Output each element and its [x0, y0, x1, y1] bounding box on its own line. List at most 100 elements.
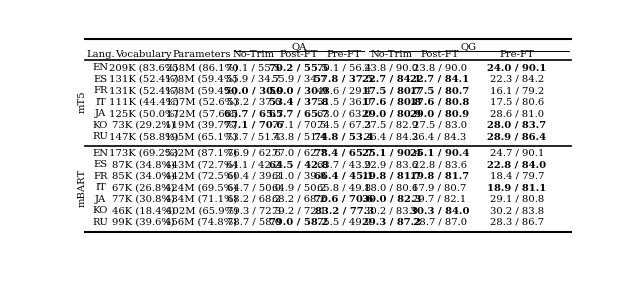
Text: 258M (86.1%): 258M (86.1%)	[166, 63, 237, 72]
Text: 70.2 / 55.5: 70.2 / 55.5	[269, 63, 328, 72]
Text: 57.8 / 37.5: 57.8 / 37.5	[314, 75, 374, 84]
Text: 17.9 / 80.7: 17.9 / 80.7	[412, 183, 467, 192]
Text: 27.5 / 83.0: 27.5 / 83.0	[413, 121, 467, 130]
Text: 178M (59.4%): 178M (59.4%)	[165, 75, 237, 84]
Text: 78.7 / 58.0: 78.7 / 58.0	[227, 218, 281, 227]
Text: 19.8 / 81.7: 19.8 / 81.7	[362, 172, 421, 181]
Text: 434M (71.1%): 434M (71.1%)	[165, 195, 238, 204]
Text: 50.0 / 30.9: 50.0 / 30.9	[269, 86, 328, 95]
Text: 64.1 / 42.2: 64.1 / 42.2	[227, 160, 281, 169]
Text: ES: ES	[93, 160, 108, 169]
Text: 50.0 / 30.9: 50.0 / 30.9	[224, 86, 284, 95]
Text: 23.8 / 90.0: 23.8 / 90.0	[364, 63, 419, 72]
Text: 77.1 / 70.5: 77.1 / 70.5	[271, 121, 326, 130]
Text: EN: EN	[92, 149, 108, 158]
Text: 29.1 / 80.8: 29.1 / 80.8	[490, 195, 544, 204]
Text: 17.5 / 80.7: 17.5 / 80.7	[410, 86, 469, 95]
Text: FR: FR	[93, 172, 108, 181]
Text: 64.9 / 50.2: 64.9 / 50.2	[271, 183, 326, 192]
Text: 70.6 / 70.6: 70.6 / 70.6	[314, 195, 374, 204]
Text: 24.7 / 90.1: 24.7 / 90.1	[490, 149, 544, 158]
Text: Vocabulary: Vocabulary	[115, 50, 172, 59]
Text: 125K (50.0%): 125K (50.0%)	[109, 109, 179, 118]
Text: 79.3 / 72.3: 79.3 / 72.3	[227, 206, 281, 215]
Text: 26.4 / 84.3: 26.4 / 84.3	[364, 132, 419, 141]
Text: 68.2 / 68.2: 68.2 / 68.2	[272, 195, 326, 204]
Text: 28.3 / 86.7: 28.3 / 86.7	[490, 218, 544, 227]
Text: 74.5 / 67.3: 74.5 / 67.3	[317, 121, 371, 130]
Text: ES: ES	[93, 75, 108, 84]
Text: FR: FR	[93, 86, 108, 95]
Text: 16.1 / 79.2: 16.1 / 79.2	[490, 86, 544, 95]
Text: 25.1 / 90.4: 25.1 / 90.4	[410, 149, 469, 158]
Text: 209K (83.6%): 209K (83.6%)	[109, 63, 179, 72]
Text: QA: QA	[291, 42, 307, 51]
Text: Post-FT: Post-FT	[280, 50, 318, 59]
Text: 28.0 / 83.7: 28.0 / 83.7	[488, 121, 547, 130]
Text: 22.8 / 83.6: 22.8 / 83.6	[413, 160, 467, 169]
Text: 195M (65.1%): 195M (65.1%)	[166, 132, 237, 141]
Text: 61.0 / 39.8: 61.0 / 39.8	[271, 172, 326, 181]
Text: 29.0 / 80.9: 29.0 / 80.9	[362, 109, 421, 118]
Text: JA: JA	[95, 195, 106, 204]
Text: 73.8 / 51.4: 73.8 / 51.4	[271, 132, 326, 141]
Text: 131K (52.4%): 131K (52.4%)	[109, 86, 179, 95]
Text: 22.3 / 84.2: 22.3 / 84.2	[490, 75, 544, 84]
Text: No-Trim: No-Trim	[371, 50, 413, 59]
Text: RU: RU	[92, 218, 108, 227]
Text: 23.8 / 90.0: 23.8 / 90.0	[413, 63, 467, 72]
Text: Pre-FT: Pre-FT	[500, 50, 534, 59]
Text: 53.4 / 37.8: 53.4 / 37.8	[269, 98, 328, 107]
Text: 63.7 / 43.9: 63.7 / 43.9	[317, 160, 371, 169]
Text: 30.2 / 83.8: 30.2 / 83.8	[490, 206, 544, 215]
Text: 17.5 / 80.7: 17.5 / 80.7	[362, 86, 421, 95]
Text: 29.3 / 87.2: 29.3 / 87.2	[362, 218, 421, 227]
Text: 456M (74.8%): 456M (74.8%)	[166, 218, 237, 227]
Text: 68.2 / 68.2: 68.2 / 68.2	[227, 195, 280, 204]
Text: 29.7 / 82.1: 29.7 / 82.1	[412, 195, 467, 204]
Text: 22.8 / 84.0: 22.8 / 84.0	[488, 160, 547, 169]
Text: 19.8 / 81.7: 19.8 / 81.7	[410, 172, 469, 181]
Text: 173K (69.2%): 173K (69.2%)	[109, 149, 179, 158]
Text: 30.3 / 84.0: 30.3 / 84.0	[410, 206, 469, 215]
Text: 64.5 / 42.8: 64.5 / 42.8	[269, 160, 328, 169]
Text: 27.5 / 82.9: 27.5 / 82.9	[364, 121, 419, 130]
Text: 131K (52.4%): 131K (52.4%)	[109, 75, 179, 84]
Text: 79.0 / 58.2: 79.0 / 58.2	[269, 218, 328, 227]
Text: mT5: mT5	[77, 91, 86, 113]
Text: 78.4 / 65.7: 78.4 / 65.7	[314, 149, 374, 158]
Text: KO: KO	[93, 121, 108, 130]
Text: 70.1 / 55.5: 70.1 / 55.5	[227, 63, 281, 72]
Text: 77.1 / 70.6: 77.1 / 70.6	[224, 121, 284, 130]
Text: 87K (34.8%): 87K (34.8%)	[112, 160, 175, 169]
Text: 46K (18.4%): 46K (18.4%)	[112, 206, 175, 215]
Text: 74.8 / 53.4: 74.8 / 53.4	[314, 132, 374, 141]
Text: 51.5 / 36.0: 51.5 / 36.0	[317, 98, 371, 107]
Text: QG: QG	[461, 42, 477, 51]
Text: 64.7 / 50.0: 64.7 / 50.0	[227, 183, 281, 192]
Text: 30.2 / 83.9: 30.2 / 83.9	[364, 206, 419, 215]
Text: 28.6 / 81.0: 28.6 / 81.0	[490, 109, 544, 118]
Text: 60.4 / 39.3: 60.4 / 39.3	[227, 172, 281, 181]
Text: 26.4 / 84.3: 26.4 / 84.3	[412, 132, 467, 141]
Text: 75.5 / 49.9: 75.5 / 49.9	[317, 218, 371, 227]
Text: 28.9 / 86.4: 28.9 / 86.4	[488, 132, 547, 141]
Text: 55.9 / 34.7: 55.9 / 34.7	[227, 75, 281, 84]
Text: 18.4 / 79.7: 18.4 / 79.7	[490, 172, 544, 181]
Text: 22.9 / 83.6: 22.9 / 83.6	[365, 160, 419, 169]
Text: 85K (34.0%): 85K (34.0%)	[112, 172, 175, 181]
Text: 30.0 / 82.3: 30.0 / 82.3	[362, 195, 421, 204]
Text: 48.6 / 29.4: 48.6 / 29.4	[317, 86, 371, 95]
Text: 73K (29.2%): 73K (29.2%)	[112, 121, 175, 130]
Text: 79.2 / 72.1: 79.2 / 72.1	[271, 206, 326, 215]
Text: KO: KO	[93, 206, 108, 215]
Text: 55.9 / 34.7: 55.9 / 34.7	[271, 75, 326, 84]
Text: 17.6 / 80.8: 17.6 / 80.8	[362, 98, 421, 107]
Text: 147K (58.8%): 147K (58.8%)	[109, 132, 179, 141]
Text: 22.7 / 84.1: 22.7 / 84.1	[410, 75, 469, 84]
Text: 442M (72.5%): 442M (72.5%)	[165, 172, 237, 181]
Text: 63.0 / 63.0: 63.0 / 63.0	[317, 109, 371, 118]
Text: 119M (39.7%): 119M (39.7%)	[165, 121, 237, 130]
Text: 24.0 / 90.1: 24.0 / 90.1	[487, 63, 547, 72]
Text: 76.9 / 62.6: 76.9 / 62.6	[227, 149, 280, 158]
